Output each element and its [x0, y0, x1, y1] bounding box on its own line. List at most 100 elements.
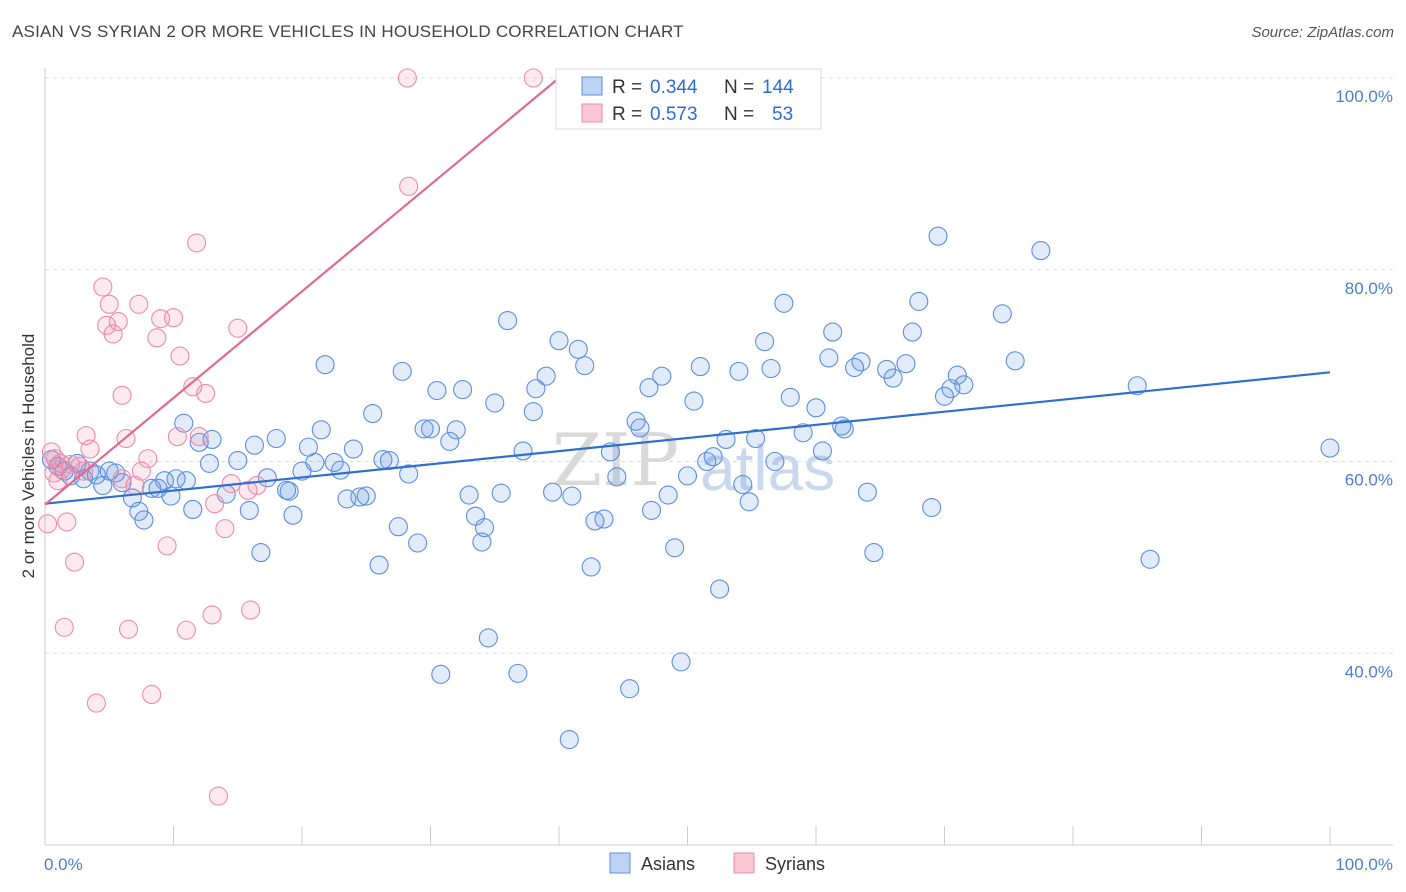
legend-r-value-asians: 0.344 [650, 77, 698, 98]
asians-point [806, 398, 826, 418]
asians-point [630, 418, 650, 438]
asians-point [485, 393, 505, 413]
chart-source: Source: ZipAtlas.com [1251, 24, 1394, 41]
asians-point [526, 379, 546, 399]
y-tick-label: 100.0% [1335, 87, 1393, 106]
syrians-point [247, 475, 267, 496]
asians-point [183, 499, 203, 519]
asians-point [883, 368, 903, 388]
asians-point [315, 355, 335, 375]
asians-point [620, 679, 640, 699]
asians-point [266, 428, 286, 449]
asians-point [134, 510, 154, 530]
syrians-point [80, 439, 100, 459]
asians-point [581, 557, 601, 577]
syrians-point [208, 786, 229, 806]
asians-point [420, 419, 441, 439]
syrians-point [112, 385, 132, 405]
asians-point [594, 509, 614, 529]
asians-point [543, 482, 563, 502]
legend-n-label-asians: N = [724, 77, 754, 98]
syrians-point [167, 427, 187, 447]
asians-point [176, 471, 196, 491]
asians-point [575, 356, 595, 376]
syrians-point [65, 552, 85, 572]
asians-point [684, 391, 704, 411]
asians-point [710, 579, 730, 599]
y-tick-label: 60.0% [1345, 471, 1393, 490]
asians-point [311, 420, 331, 440]
asians-point [549, 331, 569, 351]
syrians-trend-line [44, 77, 560, 506]
asians-point [453, 380, 473, 400]
syrians-point [176, 620, 196, 640]
asians-point [1140, 549, 1160, 569]
asians-point [733, 474, 753, 495]
syrians-point [112, 469, 132, 489]
syrians-point [129, 294, 149, 314]
asians-point [244, 435, 265, 455]
asians-point [283, 505, 303, 525]
syrians-point [399, 176, 419, 196]
asians-point [478, 628, 498, 648]
syrians-point [45, 449, 65, 469]
legend-r-label-asians: R = [612, 77, 642, 98]
x-tick-label-max: 100.0% [1335, 855, 1393, 874]
asians-point [834, 419, 854, 439]
asians-point [388, 517, 408, 537]
syrians-point [189, 427, 209, 447]
asians-point [658, 485, 678, 505]
asians-point [746, 428, 766, 449]
correlation-legend: R = 0.344 N = 144 R = 0.573 N = 53 [555, 68, 822, 130]
asians-point [761, 358, 781, 379]
asians-point [1320, 438, 1340, 458]
asians-point [199, 453, 220, 473]
y-axis-label: 2 or more Vehicles in Household [19, 334, 38, 579]
asians-point [812, 441, 832, 461]
asians-point [864, 543, 884, 563]
asians-point [755, 332, 775, 352]
asians-point [819, 348, 839, 368]
legend-swatch-asians [581, 76, 603, 96]
syrians-point [202, 605, 222, 625]
asians-point [739, 492, 759, 512]
asians-point [392, 361, 412, 381]
asians-point [491, 483, 511, 503]
asians-point [330, 460, 351, 480]
asians-point [896, 354, 916, 374]
asians-point [947, 365, 967, 385]
asians-point [665, 538, 685, 558]
syrians-point [86, 693, 106, 713]
syrians-point [99, 294, 119, 314]
asians-point [780, 387, 800, 407]
asians-point [992, 304, 1012, 324]
asians-point [851, 352, 871, 372]
syrians-point [397, 68, 417, 88]
asians-point [690, 357, 710, 377]
bottom-legend-swatch-syrians [733, 852, 755, 874]
asians-point [251, 543, 271, 563]
syrians-point [196, 383, 216, 403]
asians-point [922, 497, 942, 518]
legend-r-value-syrians: 0.573 [650, 104, 698, 125]
syrians-point [241, 600, 261, 620]
asians-point [343, 439, 363, 459]
syrians-point [157, 536, 177, 556]
legend-swatch-syrians [581, 103, 603, 123]
asians-point [513, 441, 533, 461]
legend-n-label-syrians: N = [724, 104, 754, 125]
asians-point [93, 475, 113, 496]
asians-point [427, 381, 447, 401]
asians-point [652, 366, 672, 386]
syrians-point [38, 514, 58, 534]
trend-lines [44, 77, 1331, 506]
asians-point [498, 311, 518, 331]
syrians-point [57, 512, 77, 532]
asians-point [793, 423, 813, 443]
asians-point [356, 486, 376, 506]
syrians-point [147, 328, 167, 348]
asians-trend-line [44, 371, 1331, 505]
series-legend: Asians Syrians [609, 852, 825, 874]
syrians-point [108, 311, 128, 332]
